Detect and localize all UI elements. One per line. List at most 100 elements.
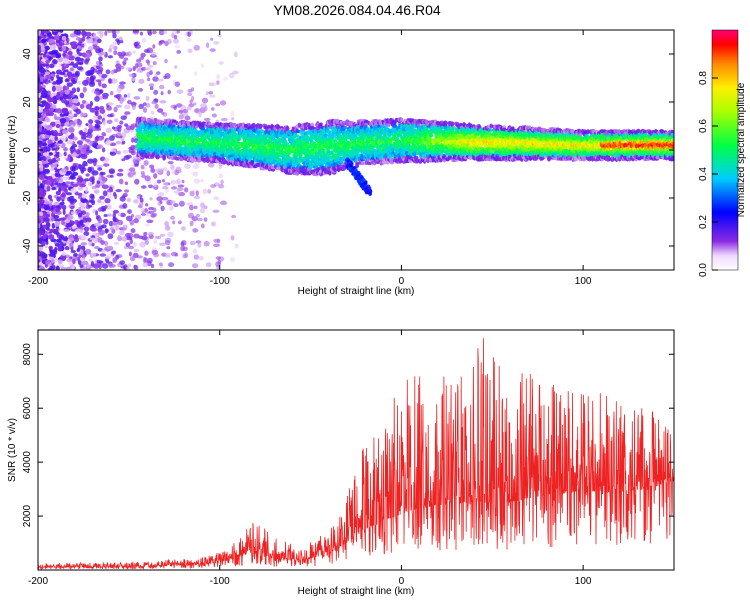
spectrogram-noise-cell: [83, 226, 90, 232]
spectrogram-noise-cell: [123, 57, 129, 61]
spectrogram-noise-cell: [101, 131, 106, 137]
spectrogram-noise-cell: [40, 253, 45, 259]
spectrogram-noise-cell: [42, 156, 47, 162]
spectrogram-noise-cell: [70, 173, 75, 180]
spectrogram-noise-cell: [81, 32, 88, 37]
spectrogram-noise-cell: [47, 194, 53, 200]
spectrogram-noise-cell: [190, 87, 195, 92]
spectrogram-noise-cell: [189, 30, 193, 36]
spectrogram-noise-cell: [95, 184, 101, 189]
spectrogram-noise-cell: [194, 71, 198, 76]
spectrogram-noise-cell: [142, 102, 147, 106]
spectrogram-noise-cell: [42, 217, 50, 222]
spectrogram-noise-cell: [63, 86, 70, 90]
spectrogram-noise-cell: [110, 69, 115, 75]
spectrogram-band-cell: [267, 125, 271, 129]
spectrogram-noise-cell: [43, 79, 47, 84]
spectrogram-noise-cell: [144, 250, 149, 256]
spectrogram-noise-cell: [44, 117, 51, 123]
spectrogram-band-cell: [162, 155, 167, 161]
spectrogram-noise-cell: [145, 59, 150, 64]
spectrogram-noise-cell: [124, 123, 129, 127]
spectrogram-noise-cell: [52, 249, 58, 255]
spectrogram-noise-cell: [81, 260, 89, 266]
spectrogram-noise-cell: [45, 259, 50, 265]
spectrogram-noise-cell: [76, 66, 84, 71]
spectrogram-noise-cell: [176, 187, 184, 192]
spectrogram-noise-cell: [99, 253, 107, 257]
spectrogram-noise-cell: [56, 76, 64, 80]
spectrogram-noise-cell: [143, 49, 150, 53]
spectrogram-noise-cell: [119, 260, 125, 265]
spectrogram-noise-cell: [47, 139, 53, 145]
spectrogram-noise-cell: [218, 183, 225, 189]
spectrogram-noise-cell: [77, 140, 83, 145]
spectrogram-noise-cell: [170, 179, 176, 185]
spectrogram-noise-cell: [79, 229, 83, 233]
spectrogram-noise-cell: [178, 220, 182, 225]
spectrogram-noise-cell: [145, 95, 150, 102]
spectrogram-noise-cell: [218, 173, 223, 179]
spectrogram-noise-cell: [97, 199, 102, 204]
spectrogram-noise-cell: [126, 51, 132, 57]
spectrogram-noise-cell: [184, 187, 189, 193]
spectrogram-noise-cell: [56, 108, 62, 114]
spectrogram-noise-cell: [103, 163, 110, 167]
spectrogram-noise-cell: [133, 199, 139, 204]
spectrogram-noise-cell: [72, 63, 79, 69]
spectrogram-noise-cell: [62, 108, 69, 114]
spectrogram-noise-cell: [148, 210, 154, 215]
spectrogram-noise-cell: [46, 111, 50, 117]
spectrogram-noise-cell: [38, 164, 44, 169]
spectrogram-noise-cell: [101, 83, 107, 89]
spectrogram-noise-cell: [60, 193, 67, 198]
chart-title: YM08.2026.084.04.46.R04: [273, 2, 441, 18]
spectrogram-noise-cell: [66, 223, 73, 227]
spectrogram-noise-cell: [53, 130, 58, 136]
spectrogram-noise-cell: [109, 227, 115, 231]
spectrogram-noise-cell: [112, 41, 118, 46]
spectrogram-noise-cell: [106, 119, 113, 125]
spectrogram-noise-cell: [55, 207, 60, 213]
spectrogram-noise-cell: [89, 75, 95, 82]
spectrogram-noise-cell: [70, 188, 77, 193]
spectrogram-noise-cell: [157, 78, 164, 82]
spectrogram-noise-cell: [93, 160, 97, 167]
spectrogram-band-cell: [331, 135, 335, 140]
spectrogram-noise-cell: [139, 56, 145, 60]
spectrogram-noise-cell: [69, 90, 74, 96]
spectrogram-noise-cell: [55, 265, 60, 270]
spectrogram-noise-cell: [218, 61, 224, 65]
spectrogram-noise-cell: [174, 65, 178, 69]
spectrogram-noise-cell: [90, 66, 95, 72]
spectrogram-noise-cell: [54, 177, 58, 184]
spectrogram-noise-cell: [117, 212, 122, 217]
spectrogram-noise-cell: [133, 233, 140, 239]
spectrogram-noise-cell: [220, 200, 227, 206]
spectrogram-noise-cell: [189, 204, 194, 211]
spectrogram-noise-cell: [63, 151, 67, 157]
spectrogram-noise-cell: [101, 147, 106, 153]
spectrogram-noise-cell: [62, 58, 69, 64]
spectrogram-noise-cell: [76, 177, 84, 183]
spectrogram-noise-cell: [70, 145, 74, 150]
spectrogram-noise-cell: [119, 196, 126, 202]
spectrogram-noise-cell: [48, 63, 55, 69]
spectrogram-noise-cell: [184, 31, 188, 37]
spectrogram-noise-cell: [85, 123, 89, 127]
spectrogram-noise-cell: [232, 70, 239, 75]
spectrogram-noise-cell: [70, 104, 77, 110]
spectrogram-noise-cell: [205, 262, 212, 268]
spectrogram-noise-cell: [146, 219, 154, 224]
spectrogram-noise-cell: [146, 213, 150, 217]
spectrogram-noise-cell: [104, 240, 109, 247]
spectrogram-noise-cell: [203, 117, 211, 122]
spectrogram-noise-cell: [70, 150, 74, 154]
spectrogram-noise-cell: [193, 171, 199, 177]
spectrogram-noise-cell: [173, 105, 177, 111]
spectrogram-noise-cell: [180, 241, 185, 247]
spectrogram-noise-cell: [173, 35, 178, 40]
spectrogram-noise-cell: [44, 71, 51, 75]
spectrogram-noise-cell: [160, 205, 165, 212]
spectrogram-noise-cell: [228, 72, 235, 79]
